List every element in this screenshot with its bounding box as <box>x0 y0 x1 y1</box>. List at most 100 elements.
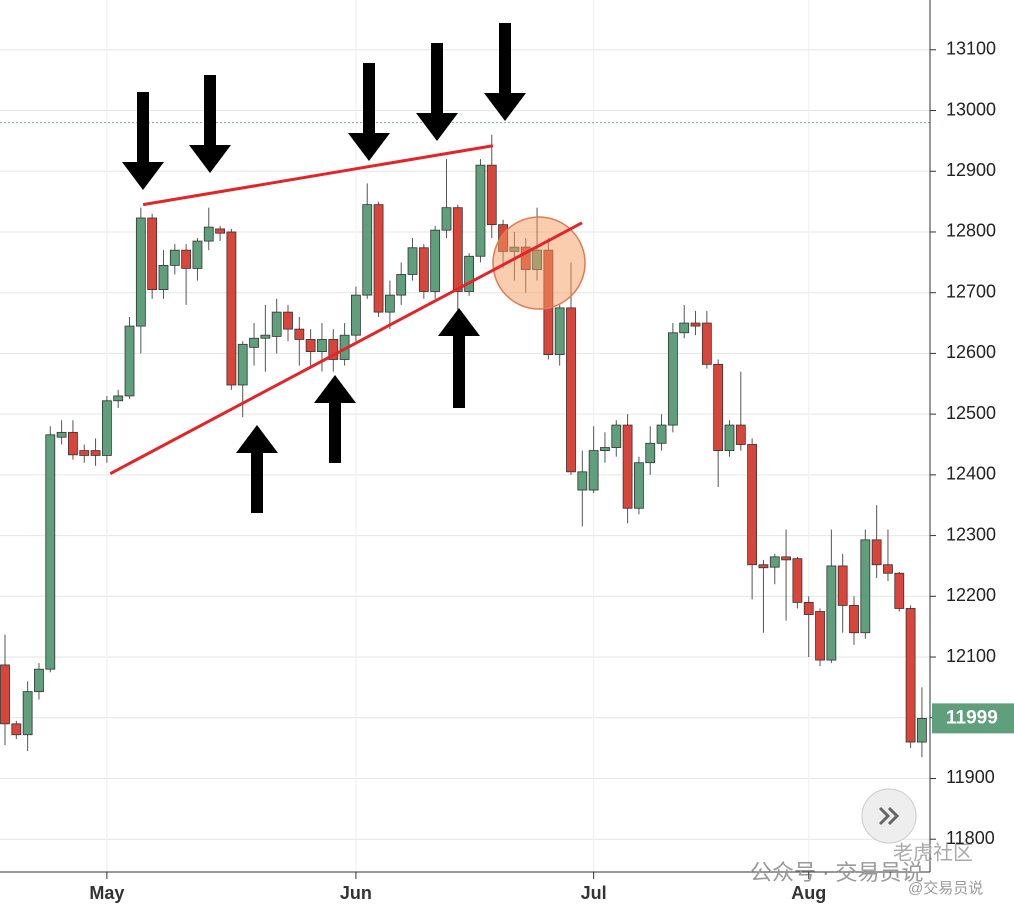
candle-body <box>56 431 67 438</box>
candle-body <box>600 447 610 451</box>
last-price-box <box>932 703 1014 734</box>
candle-body <box>147 217 158 291</box>
candle-body <box>430 229 441 292</box>
x-tick-label: Jun <box>340 883 372 903</box>
candle-body <box>815 611 825 661</box>
candle-body <box>441 207 452 231</box>
candle-body <box>667 332 678 426</box>
candles <box>0 134 927 758</box>
watermark: 老虎社区 <box>893 841 973 864</box>
candle-body <box>713 363 724 451</box>
candle-body <box>735 424 746 445</box>
candle-body <box>747 444 758 566</box>
candle-body <box>124 325 135 397</box>
candle-body <box>837 565 848 606</box>
candle-body <box>68 431 78 456</box>
candle-body <box>452 207 463 292</box>
candle-body <box>781 556 791 561</box>
y-tick-label: 12200 <box>946 585 996 605</box>
watermark: @交易员说 <box>908 879 983 897</box>
x-tick-label: Jul <box>581 883 607 903</box>
y-tick-label: 12400 <box>946 464 996 484</box>
candle-body <box>45 434 56 670</box>
y-tick-label: 11900 <box>946 767 995 787</box>
candle-body <box>826 565 837 661</box>
candle-body <box>418 247 429 292</box>
candle-body <box>271 311 282 337</box>
candle-body <box>396 274 407 296</box>
candle-body <box>0 664 10 725</box>
up-arrow <box>236 425 278 513</box>
candle-body <box>634 462 644 509</box>
candle-body <box>701 322 712 365</box>
candle-body <box>566 307 576 473</box>
candle-body <box>724 424 735 451</box>
candle-body <box>181 249 192 269</box>
candle-body <box>22 691 33 736</box>
y-tick-label: 11800 <box>946 828 995 848</box>
candle-body <box>203 226 214 242</box>
candle-body <box>11 723 22 736</box>
last-price-label: 11999 <box>946 707 998 728</box>
y-tick-label: 13000 <box>946 99 996 119</box>
candle-body <box>260 334 271 339</box>
trendline <box>142 144 494 207</box>
candle-body <box>328 339 339 360</box>
down-arrow <box>189 75 231 173</box>
candle-body <box>79 450 90 456</box>
down-arrow <box>122 92 164 190</box>
candle-body <box>192 240 203 269</box>
down-arrow <box>348 63 390 161</box>
candle-body <box>237 343 248 386</box>
candle-body <box>611 424 622 448</box>
candle-body <box>34 668 44 693</box>
up-arrow <box>314 375 356 463</box>
candle-body <box>577 471 588 491</box>
candle-body <box>305 339 316 352</box>
candle-body <box>169 249 180 266</box>
candle-body <box>917 717 927 743</box>
annotation-arrows <box>122 23 526 513</box>
candle-body <box>871 539 882 566</box>
candle-body <box>905 608 916 743</box>
candle-body <box>294 328 305 340</box>
candle-body <box>554 307 565 356</box>
candle-body <box>645 442 656 464</box>
candle-body <box>690 322 701 327</box>
candle-body <box>464 255 475 292</box>
scroll-button-icon[interactable] <box>878 806 900 826</box>
candle-body <box>90 450 101 456</box>
candle-body <box>362 204 373 296</box>
y-tick-label: 12900 <box>946 160 996 180</box>
candle-body <box>860 539 871 634</box>
candle-body <box>679 322 690 334</box>
candle-body <box>215 228 225 234</box>
y-tick-label: 12500 <box>946 403 996 423</box>
highlight-circle <box>492 216 586 310</box>
candle-body <box>351 294 361 336</box>
candle-body <box>894 572 905 609</box>
y-tick-label: 12600 <box>946 342 996 362</box>
candle-body <box>849 605 859 634</box>
down-arrow <box>416 43 458 141</box>
x-tick-label: May <box>89 883 124 903</box>
candle-body <box>792 558 803 603</box>
candle-body <box>475 164 486 257</box>
candle-body <box>373 204 384 313</box>
candle-body <box>135 217 146 327</box>
x-tick-label: Aug <box>791 883 826 903</box>
candle-body <box>656 424 667 444</box>
down-arrow <box>484 23 526 121</box>
candle-body <box>226 231 237 386</box>
candle-body <box>588 450 599 491</box>
scroll-button[interactable] <box>861 788 917 844</box>
y-tick-label: 13100 <box>946 39 996 59</box>
y-tick-label: 12100 <box>946 646 996 666</box>
candle-body <box>758 564 769 569</box>
candle-body <box>622 424 633 509</box>
candle-body <box>384 294 395 313</box>
candle-body <box>317 339 327 352</box>
candle-body <box>249 337 259 348</box>
candle-body <box>113 395 124 402</box>
